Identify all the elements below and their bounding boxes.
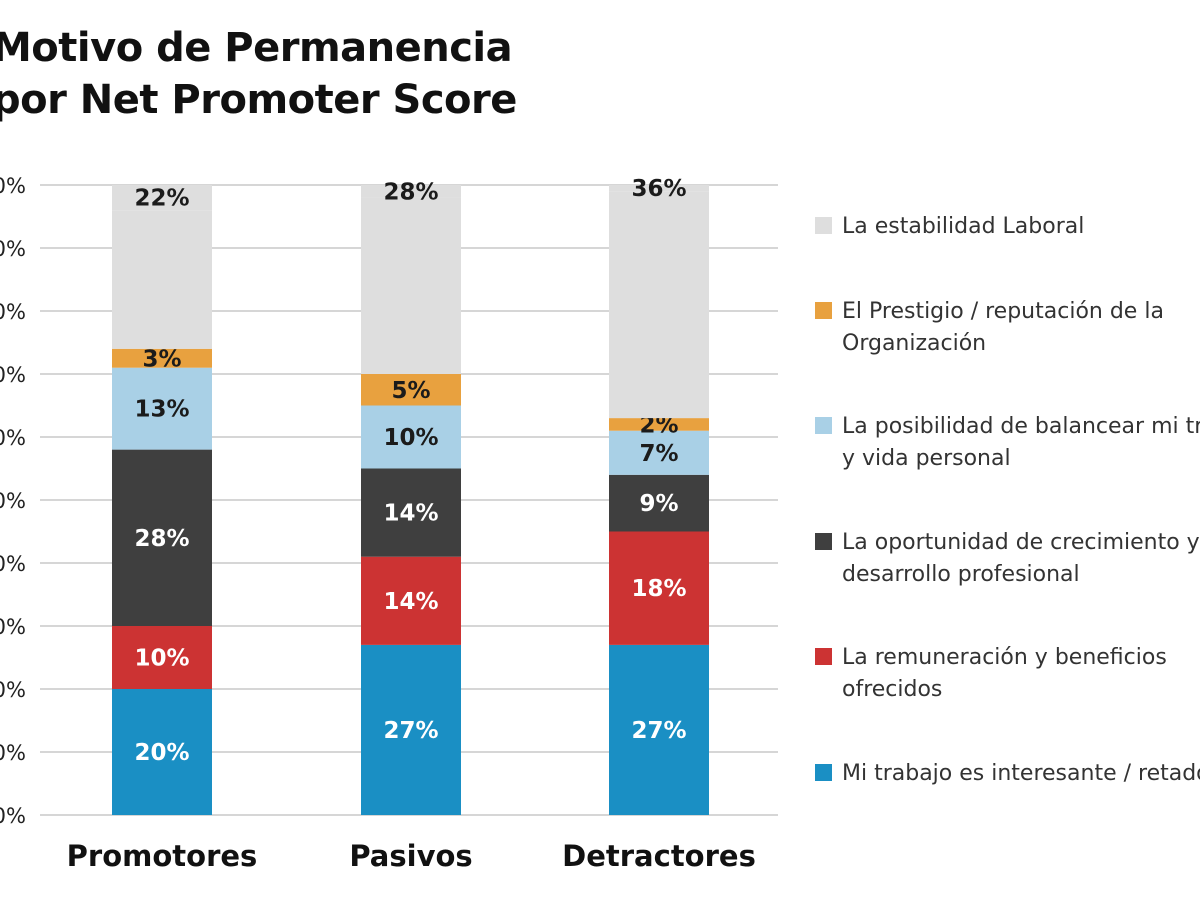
bar-segment-1-4 — [361, 374, 461, 406]
y-tick-label-30: 30% — [0, 615, 26, 639]
chart-title: Motivo de Permanencia por Net Promoter S… — [0, 22, 517, 126]
legend-swatch-3 — [815, 533, 832, 550]
data-label-1-1: 14% — [383, 589, 438, 615]
y-tick-label-60: 60% — [0, 426, 26, 450]
y-tick-label-50: 50% — [0, 489, 26, 513]
y-tick-label-20: 20% — [0, 678, 26, 702]
bar-segment-0-3 — [112, 367, 212, 450]
data-label-1-2: 14% — [383, 501, 438, 527]
legend-swatch-1 — [815, 302, 832, 319]
bar-segment-2-5 — [609, 191, 709, 419]
bar-segment-1-2 — [361, 468, 461, 557]
data-label-1-0: 27% — [383, 718, 438, 744]
bar-segment-0-2 — [112, 449, 212, 626]
legend-label-4-1: ofrecidos — [842, 677, 942, 702]
data-label-0-2: 28% — [134, 526, 189, 552]
data-label-1-3: 10% — [383, 425, 438, 451]
bar-segment-2-4 — [609, 418, 709, 431]
legend-label-3-0: La oportunidad de crecimiento y — [842, 530, 1200, 555]
bar-background-1 — [361, 185, 461, 198]
bar-segment-0-5 — [112, 210, 212, 349]
data-label-0-4: 3% — [142, 346, 181, 372]
bar-segment-1-0 — [361, 644, 461, 815]
y-tick-label-90: 90% — [0, 237, 26, 261]
legend-swatch-5 — [815, 764, 832, 781]
data-label-0-1: 10% — [134, 646, 189, 672]
legend-swatch-2 — [815, 417, 832, 434]
data-label-2-5: 36% — [631, 176, 686, 202]
legend-swatch-4 — [815, 648, 832, 665]
y-tick-label-80: 80% — [0, 300, 26, 324]
y-tick-label-70: 70% — [0, 363, 26, 387]
legend-label-3-1: desarrollo profesional — [842, 562, 1080, 587]
y-tick-label-100: 100% — [0, 174, 26, 198]
legend-label-1-0: El Prestigio / reputación de la — [842, 299, 1164, 324]
bar-segment-1-1 — [361, 556, 461, 645]
x-category-label-0: Promotores — [67, 839, 258, 873]
data-label-2-0: 27% — [631, 718, 686, 744]
bar-background-0 — [112, 185, 212, 211]
bar-segment-2-3 — [609, 430, 709, 475]
bar-segment-1-5 — [361, 197, 461, 374]
legend-label-2-1: y vida personal — [842, 446, 1011, 471]
data-label-0-3: 13% — [134, 397, 189, 423]
data-label-1-5: 28% — [383, 179, 438, 205]
legend-label-1-1: Organización — [842, 331, 986, 356]
bar-segment-1-3 — [361, 405, 461, 469]
data-label-1-4: 5% — [391, 378, 430, 404]
bar-segment-2-1 — [609, 531, 709, 645]
legend-swatch-0 — [815, 217, 832, 234]
bar-segment-0-4 — [112, 348, 212, 368]
data-label-2-3: 7% — [639, 441, 678, 467]
y-tick-label-40: 40% — [0, 552, 26, 576]
chart-title-line-2: por Net Promoter Score — [0, 77, 517, 123]
bar-background-2 — [609, 185, 709, 192]
legend-label-4-0: La remuneración y beneficios — [842, 645, 1167, 670]
legend-label-0-0: La estabilidad Laboral — [842, 214, 1084, 239]
bar-segment-0-0 — [112, 689, 212, 815]
x-category-label-1: Pasivos — [349, 839, 472, 873]
chart-title-line-1: Motivo de Permanencia — [0, 25, 513, 71]
x-category-label-2: Detractores — [562, 839, 756, 873]
bar-segment-0-1 — [112, 626, 212, 689]
data-label-2-1: 18% — [631, 576, 686, 602]
y-tick-label-0: 0% — [0, 804, 26, 828]
legend-label-2-0: La posibilidad de balancear mi trabajo — [842, 414, 1200, 439]
legend-label-5-0: Mi trabajo es interesante / retador — [842, 761, 1200, 786]
y-axis-tick-labels: 0% 10% 20% 30% 40% 50% 60% 70% 80% 90% 100% — [0, 174, 26, 828]
bar-segment-2-2 — [609, 474, 709, 532]
bar-segment-2-0 — [609, 644, 709, 815]
legend: La estabilidad Laboral El Prestigio / rep… — [815, 214, 1200, 786]
data-label-2-2: 9% — [639, 491, 678, 517]
data-label-0-5: 22% — [134, 186, 189, 212]
bars: 20% 10% 28% 13% 3% 22% 27% 14% 14% 10% 5% 28% 27% 18%… — [112, 176, 709, 815]
x-axis-category-labels: Promotores Pasivos Detractores — [67, 839, 756, 873]
data-label-0-0: 20% — [134, 740, 189, 766]
y-tick-label-10: 10% — [0, 741, 26, 765]
